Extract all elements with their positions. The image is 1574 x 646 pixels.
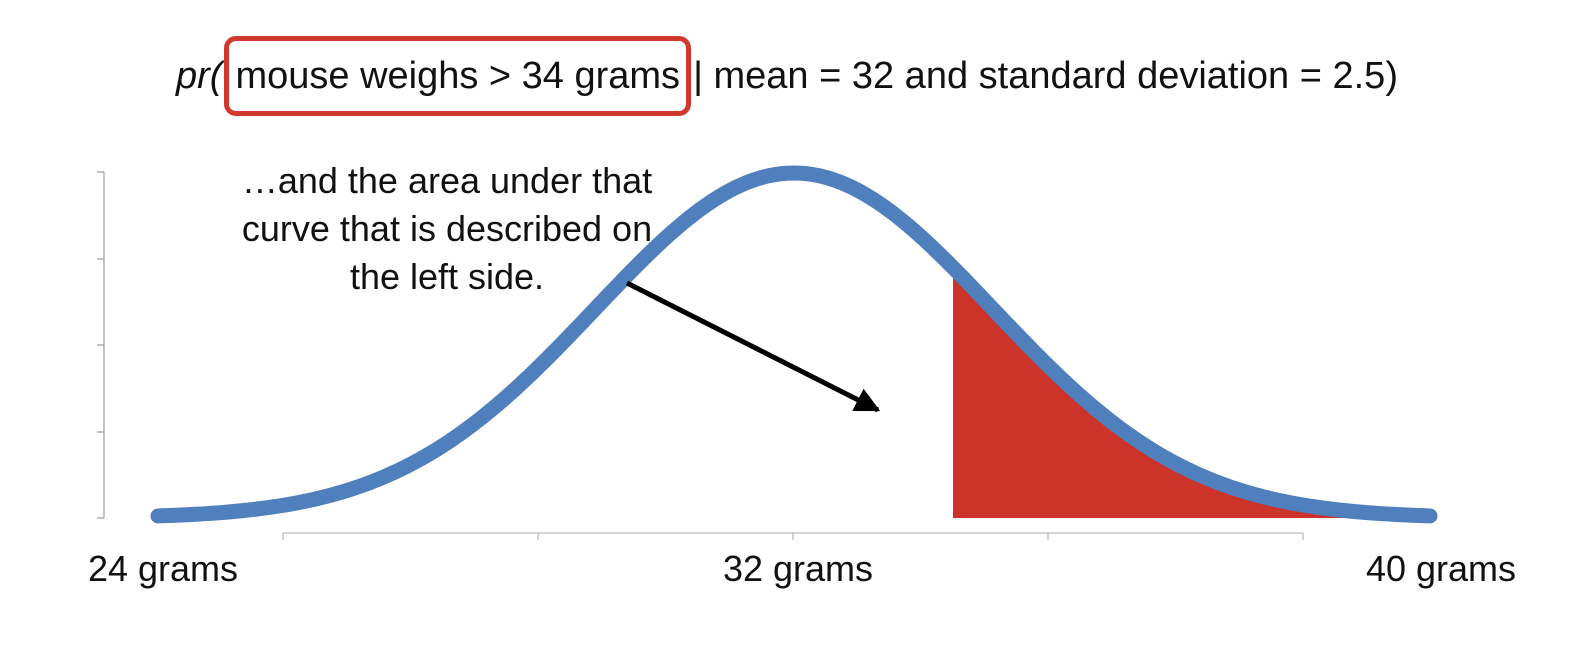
- highlighted-event-box: mouse weighs > 34 grams: [224, 36, 692, 116]
- probability-formula: pr(mouse weighs > 34 grams | mean = 32 an…: [0, 36, 1574, 116]
- annotation-line-3: the left side.: [350, 256, 544, 297]
- shaded-tail-area: [953, 267, 1430, 518]
- formula-condition: | mean = 32 and standard deviation = 2.5…: [693, 55, 1398, 97]
- x-tick-label: 32 grams: [723, 548, 873, 589]
- annotation-arrow: [625, 280, 881, 413]
- bell-curve-line: [150, 165, 1438, 524]
- annotation-line-1: …and the area under that: [242, 160, 652, 201]
- x-tick-label: 40 grams: [1366, 548, 1516, 589]
- x-tick-label: 24 grams: [88, 548, 238, 589]
- x-tick-labels: 24 grams 32 grams 40 grams: [88, 548, 1516, 589]
- formula-prefix: pr(: [176, 55, 223, 97]
- annotation-line-2: curve that is described on: [242, 208, 652, 249]
